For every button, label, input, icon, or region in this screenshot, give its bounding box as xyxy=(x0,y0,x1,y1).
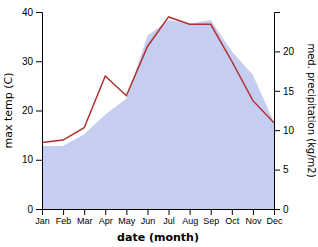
tick-label: Aug xyxy=(182,216,198,226)
tick-label: May xyxy=(118,216,136,226)
tick-mark xyxy=(147,209,148,215)
tick-label: 5 xyxy=(283,164,289,175)
tick-mark xyxy=(105,209,106,215)
tick: 40 xyxy=(22,7,42,18)
tick-label: 20 xyxy=(22,105,34,116)
tick: 20 xyxy=(274,46,295,57)
plot: JanFebMarAprMayJunJulAugSepOctNovDec0102… xyxy=(22,7,295,227)
chart: JanFebMarAprMayJunJulAugSepOctNovDec0102… xyxy=(0,0,318,247)
tick: 10 xyxy=(22,154,42,165)
tick: Dec xyxy=(266,209,283,226)
tick-label: 10 xyxy=(283,125,295,136)
tick: Jun xyxy=(141,209,156,226)
tick: Mar xyxy=(77,209,93,226)
tick-mark xyxy=(274,91,280,92)
tick: 15 xyxy=(274,86,295,97)
tick-mark xyxy=(274,130,280,131)
tick-mark xyxy=(36,111,42,112)
y2-axis-title: med. precipitation (kg/m2) xyxy=(306,43,317,177)
tick-mark xyxy=(169,209,170,215)
tick: Oct xyxy=(225,209,240,226)
tick-mark xyxy=(36,209,42,210)
tick-label: Nov xyxy=(245,216,262,226)
tick: 5 xyxy=(274,164,289,175)
tick-label: 0 xyxy=(27,204,33,215)
y-axis-title: max temp (C) xyxy=(2,72,15,148)
tick-label: Apr xyxy=(99,216,113,226)
tick-mark xyxy=(274,170,280,171)
tick-mark xyxy=(232,209,233,215)
y2-axis: 0 5 10 15 20 xyxy=(274,13,295,215)
tick-label: 0 xyxy=(283,204,289,215)
tick: 30 xyxy=(22,56,42,67)
tick-mark xyxy=(253,209,254,215)
tick-label: Mar xyxy=(77,216,93,226)
x-axis: Jan Feb Mar Apr May Jun Jul Aug Sep Oct Nov Dec xyxy=(35,209,283,226)
tick: Aug xyxy=(182,209,198,226)
axis-line xyxy=(36,13,43,210)
tick-mark xyxy=(63,209,64,215)
tick-mark xyxy=(84,209,85,215)
marks xyxy=(42,17,274,209)
tick: 20 xyxy=(22,105,42,116)
tick-label: 30 xyxy=(22,56,34,67)
tick: Jan xyxy=(35,209,50,226)
tick-mark xyxy=(36,12,42,13)
tick-mark xyxy=(190,209,191,215)
tick-label: 20 xyxy=(283,46,295,57)
tick: Jul xyxy=(163,209,175,226)
tick-mark xyxy=(126,209,127,215)
tick-label: Jan xyxy=(35,216,50,226)
tick-mark xyxy=(211,209,212,215)
tick-label: 10 xyxy=(22,154,34,165)
axis-line xyxy=(275,13,281,210)
tick: 10 xyxy=(274,125,295,136)
axis-line xyxy=(43,210,275,216)
tick: 0 xyxy=(274,204,289,215)
line xyxy=(42,17,274,143)
tick-label: Dec xyxy=(266,216,283,226)
tick: Sep xyxy=(203,209,219,226)
tick: Nov xyxy=(245,209,262,226)
tick-label: 15 xyxy=(283,86,295,97)
tick: May xyxy=(118,209,136,226)
tick-label: Sep xyxy=(203,216,219,226)
tick-label: Jun xyxy=(141,216,156,226)
tick-mark xyxy=(36,61,42,62)
tick-label: Oct xyxy=(225,216,240,226)
tick-label: 40 xyxy=(22,7,34,18)
tick-mark xyxy=(36,160,42,161)
tick: 0 xyxy=(27,204,42,215)
y-axis: 0 10 20 30 40 xyxy=(22,7,43,215)
area xyxy=(42,20,274,209)
tick-label: Feb xyxy=(56,216,72,226)
x-axis-title: date (month) xyxy=(117,231,199,244)
tick: Feb xyxy=(56,209,72,226)
tick-mark xyxy=(274,209,280,210)
tick-mark xyxy=(274,51,280,52)
tick: Apr xyxy=(99,209,113,226)
tick-label: Jul xyxy=(163,216,175,226)
